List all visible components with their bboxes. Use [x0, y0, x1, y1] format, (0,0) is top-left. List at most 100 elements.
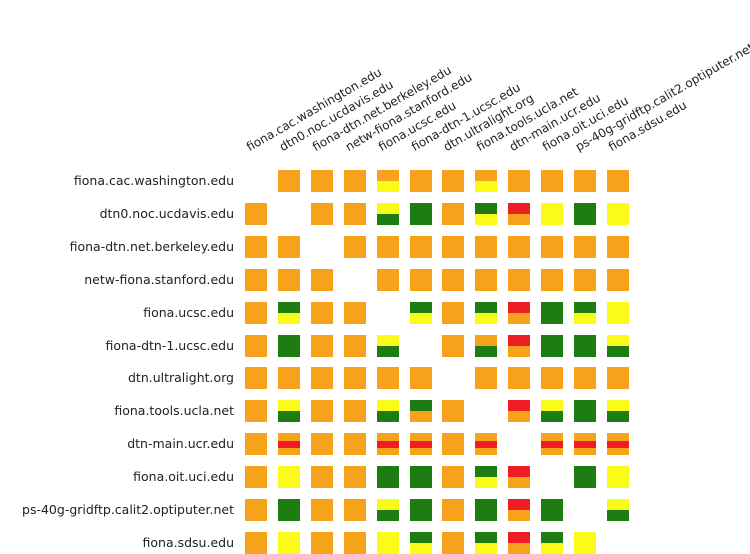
- status-cell[interactable]: [409, 170, 432, 192]
- status-cell[interactable]: [277, 301, 300, 324]
- status-cell[interactable]: [606, 433, 629, 456]
- status-cell[interactable]: [442, 301, 465, 324]
- status-cell[interactable]: [442, 400, 465, 423]
- status-cell[interactable]: [508, 268, 531, 291]
- status-cell[interactable]: [409, 235, 432, 258]
- status-cell[interactable]: [310, 400, 333, 423]
- status-cell[interactable]: [508, 367, 531, 390]
- status-cell[interactable]: [442, 334, 465, 357]
- status-cell[interactable]: [541, 170, 564, 192]
- status-cell[interactable]: [606, 466, 629, 489]
- status-cell[interactable]: [574, 268, 596, 291]
- status-cell[interactable]: [442, 466, 465, 489]
- status-cell[interactable]: [606, 400, 629, 423]
- status-cell[interactable]: [541, 301, 564, 324]
- status-cell[interactable]: [343, 433, 366, 456]
- status-cell[interactable]: [475, 202, 498, 225]
- status-cell[interactable]: [343, 499, 366, 521]
- status-cell[interactable]: [574, 531, 596, 554]
- status-cell[interactable]: [277, 531, 300, 554]
- status-cell[interactable]: [277, 433, 300, 456]
- status-cell[interactable]: [376, 268, 399, 291]
- status-cell[interactable]: [376, 367, 399, 390]
- status-cell[interactable]: [508, 499, 531, 521]
- status-cell[interactable]: [541, 334, 564, 357]
- status-cell[interactable]: [277, 499, 300, 521]
- status-cell[interactable]: [442, 499, 465, 521]
- status-cell[interactable]: [409, 400, 432, 423]
- status-cell[interactable]: [442, 235, 465, 258]
- status-cell[interactable]: [508, 202, 531, 225]
- status-cell[interactable]: [475, 531, 498, 554]
- status-cell[interactable]: [277, 235, 300, 258]
- status-cell[interactable]: [442, 202, 465, 225]
- status-cell[interactable]: [376, 499, 399, 521]
- status-cell[interactable]: [343, 531, 366, 554]
- status-cell[interactable]: [409, 531, 432, 554]
- status-cell[interactable]: [574, 235, 596, 258]
- status-cell[interactable]: [475, 466, 498, 489]
- status-cell[interactable]: [343, 400, 366, 423]
- status-cell[interactable]: [376, 433, 399, 456]
- status-cell[interactable]: [442, 531, 465, 554]
- status-cell[interactable]: [574, 433, 596, 456]
- status-cell[interactable]: [245, 531, 267, 554]
- status-cell[interactable]: [475, 367, 498, 390]
- status-cell[interactable]: [574, 400, 596, 423]
- status-cell[interactable]: [508, 531, 531, 554]
- status-cell[interactable]: [541, 400, 564, 423]
- status-cell[interactable]: [376, 235, 399, 258]
- status-cell[interactable]: [409, 268, 432, 291]
- status-cell[interactable]: [277, 466, 300, 489]
- status-cell[interactable]: [574, 334, 596, 357]
- status-cell[interactable]: [310, 367, 333, 390]
- status-cell[interactable]: [310, 334, 333, 357]
- status-cell[interactable]: [245, 334, 267, 357]
- status-cell[interactable]: [475, 499, 498, 521]
- status-cell[interactable]: [574, 301, 596, 324]
- status-cell[interactable]: [442, 268, 465, 291]
- status-cell[interactable]: [541, 268, 564, 291]
- status-cell[interactable]: [310, 301, 333, 324]
- status-cell[interactable]: [376, 400, 399, 423]
- status-cell[interactable]: [475, 433, 498, 456]
- status-cell[interactable]: [574, 367, 596, 390]
- status-cell[interactable]: [277, 268, 300, 291]
- status-cell[interactable]: [343, 170, 366, 192]
- status-cell[interactable]: [376, 202, 399, 225]
- status-cell[interactable]: [508, 466, 531, 489]
- status-cell[interactable]: [310, 466, 333, 489]
- status-cell[interactable]: [310, 531, 333, 554]
- status-cell[interactable]: [409, 433, 432, 456]
- status-cell[interactable]: [343, 334, 366, 357]
- status-cell[interactable]: [541, 499, 564, 521]
- status-cell[interactable]: [343, 235, 366, 258]
- status-cell[interactable]: [541, 367, 564, 390]
- status-cell[interactable]: [245, 400, 267, 423]
- status-cell[interactable]: [606, 334, 629, 357]
- status-cell[interactable]: [475, 170, 498, 192]
- status-cell[interactable]: [277, 400, 300, 423]
- status-cell[interactable]: [508, 334, 531, 357]
- status-cell[interactable]: [343, 367, 366, 390]
- status-cell[interactable]: [606, 301, 629, 324]
- status-cell[interactable]: [310, 170, 333, 192]
- status-cell[interactable]: [409, 367, 432, 390]
- status-cell[interactable]: [475, 235, 498, 258]
- status-cell[interactable]: [508, 235, 531, 258]
- status-cell[interactable]: [245, 301, 267, 324]
- status-cell[interactable]: [541, 433, 564, 456]
- status-cell[interactable]: [245, 202, 267, 225]
- status-cell[interactable]: [442, 433, 465, 456]
- status-cell[interactable]: [245, 268, 267, 291]
- status-cell[interactable]: [606, 367, 629, 390]
- status-cell[interactable]: [541, 202, 564, 225]
- status-cell[interactable]: [606, 499, 629, 521]
- status-cell[interactable]: [310, 499, 333, 521]
- status-cell[interactable]: [606, 235, 629, 258]
- status-cell[interactable]: [376, 531, 399, 554]
- status-cell[interactable]: [574, 466, 596, 489]
- status-cell[interactable]: [409, 466, 432, 489]
- status-cell[interactable]: [376, 466, 399, 489]
- status-cell[interactable]: [376, 170, 399, 192]
